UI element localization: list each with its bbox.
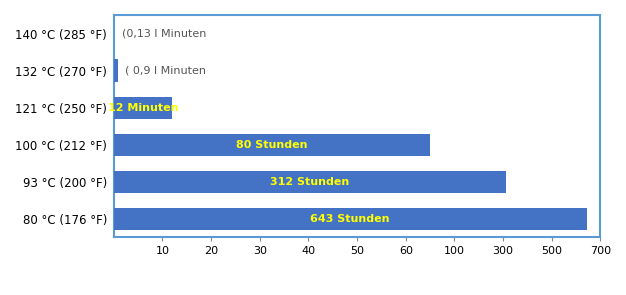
- Text: 643 Stunden: 643 Stunden: [310, 214, 390, 224]
- Text: ( 0,9 l Minuten: ( 0,9 l Minuten: [125, 65, 207, 76]
- Text: (0,13 l Minuten: (0,13 l Minuten: [121, 29, 206, 39]
- Text: 12 Minuten: 12 Minuten: [108, 103, 178, 113]
- Bar: [114, 22, 115, 45]
- Bar: [114, 60, 118, 82]
- Bar: [114, 96, 172, 119]
- Text: 312 Stunden: 312 Stunden: [270, 177, 349, 187]
- Bar: [114, 208, 587, 230]
- Bar: [114, 134, 430, 156]
- Text: 80 Stunden: 80 Stunden: [236, 140, 308, 150]
- Bar: [114, 171, 506, 193]
